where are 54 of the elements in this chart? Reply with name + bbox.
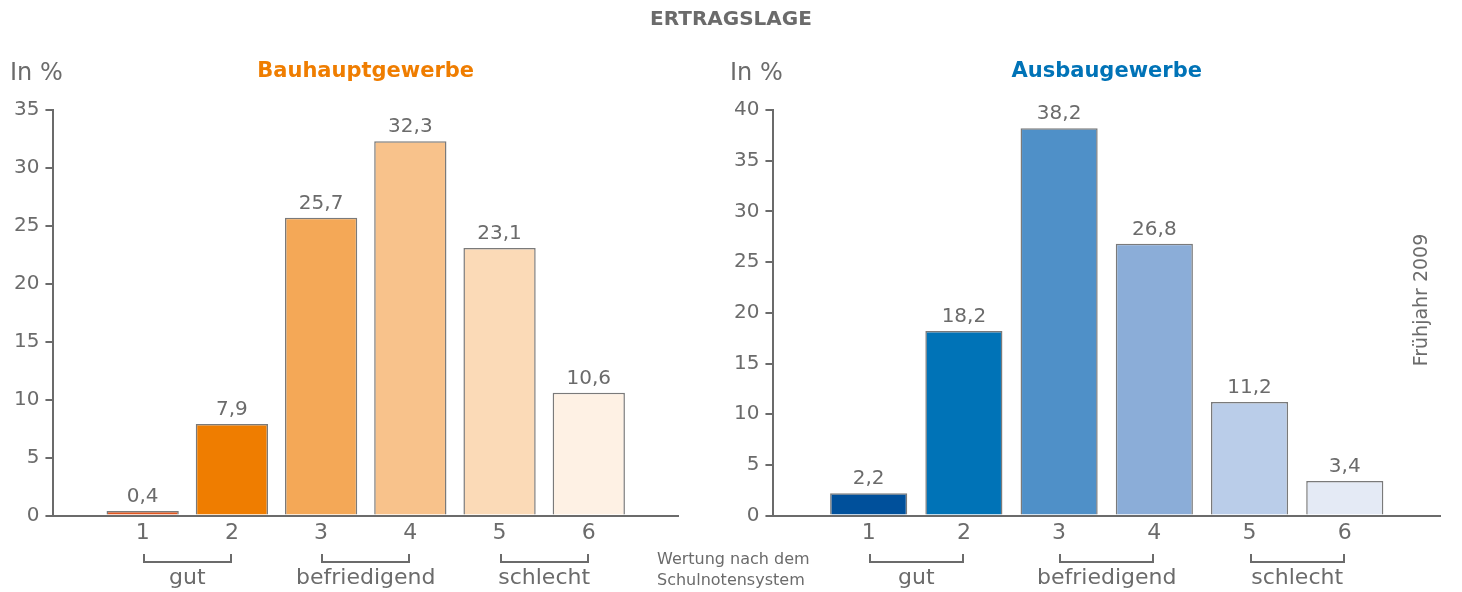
text: gut <box>897 564 936 589</box>
y-tick-label: 25 <box>14 212 40 237</box>
text: schlecht <box>1250 564 1345 589</box>
data-label: 25,7 <box>298 189 344 214</box>
data-label: 10,6 <box>566 364 612 389</box>
y-tick-label: 35 <box>14 96 40 121</box>
y-tick-label: 5 <box>746 451 760 476</box>
x-tick-label: 5 <box>492 518 507 544</box>
y-tick-label: 25 <box>734 248 760 273</box>
y-tick-label: 0 <box>26 501 40 526</box>
annotation: Frühjahr 2009 <box>1409 233 1431 367</box>
chart-title: Ausbaugewerbe <box>1011 58 1202 82</box>
y-tick-label: 20 <box>734 299 760 323</box>
data-label: 11,2 <box>1227 374 1272 399</box>
y-tick-label: 30 <box>14 154 40 179</box>
data-label: 3,4 <box>1328 453 1361 478</box>
x-tick-label: 6 <box>581 518 596 544</box>
data-label: 26,8 <box>1132 216 1177 241</box>
y-tick-label: 20 <box>14 270 40 295</box>
data-label: 2,2 <box>852 465 885 490</box>
x-tick-label: 4 <box>403 518 418 544</box>
y-tick-label: 30 <box>734 197 760 222</box>
x-tick-label: 4 <box>1147 518 1162 544</box>
text: Wertung nach dem Schulnotensystem <box>657 548 811 590</box>
x-tick-label: 2 <box>224 518 239 544</box>
text: schlecht <box>497 564 592 589</box>
text: befriedigend <box>1036 564 1178 589</box>
y-tick-label: 10 <box>734 400 760 425</box>
x-tick-label: 1 <box>135 518 150 544</box>
y-tick-label: 40 <box>734 96 760 121</box>
y-tick-label: 10 <box>14 385 40 410</box>
x-tick-label: 5 <box>1242 518 1257 544</box>
y-tick-label: 35 <box>734 146 760 171</box>
chart-title: Bauhauptgewerbe <box>257 58 475 82</box>
data-label: 18,2 <box>941 303 987 328</box>
data-label: 0,4 <box>126 483 159 508</box>
x-tick-label: 3 <box>1052 518 1067 544</box>
data-label: 7,9 <box>215 396 248 421</box>
data-label: 23,1 <box>477 220 522 245</box>
text: gut <box>168 564 207 589</box>
y-tick-label: 15 <box>734 349 760 374</box>
y-tick-label: 0 <box>746 501 760 526</box>
y-axis-title: In % <box>10 58 63 86</box>
x-tick-label: 6 <box>1337 518 1352 544</box>
x-tick-label: 2 <box>956 518 971 544</box>
data-label: 38,2 <box>1036 100 1082 125</box>
y-tick-label: 5 <box>26 443 40 468</box>
x-tick-label: 3 <box>314 518 329 544</box>
text: ERTRAGSLAGE <box>649 6 813 30</box>
y-tick-label: 15 <box>14 327 40 352</box>
x-tick-label: 1 <box>861 518 876 544</box>
text: befriedigend <box>295 564 437 589</box>
y-axis-title: In % <box>730 58 783 86</box>
data-label: 32,3 <box>388 113 433 138</box>
